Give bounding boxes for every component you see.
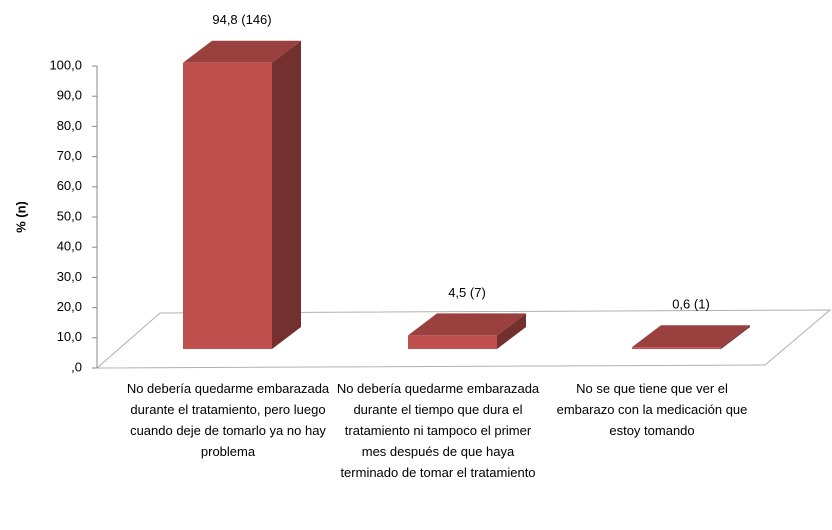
- y-tick-label: 20,0: [57, 299, 82, 314]
- bar-front: [408, 335, 497, 349]
- y-tick-label: 40,0: [57, 239, 82, 254]
- value-label: 0,6 (1): [672, 297, 710, 312]
- y-tick-label: 70,0: [57, 148, 82, 163]
- y-tick-label: 90,0: [57, 88, 82, 103]
- bar-top: [632, 325, 750, 348]
- y-tick-label: 10,0: [57, 329, 82, 344]
- x-tick-label: No debería quedarme embarazada durante e…: [126, 381, 330, 459]
- bar-front: [632, 347, 721, 349]
- bar: [408, 313, 526, 349]
- bar-side: [497, 313, 526, 349]
- bar-side: [721, 325, 750, 349]
- y-tick-label: 80,0: [57, 118, 82, 133]
- y-tick-label: 60,0: [57, 178, 82, 193]
- value-label: 4,5 (7): [448, 285, 486, 300]
- y-tick-label: ,0: [71, 359, 82, 374]
- y-tick-label: 30,0: [57, 269, 82, 284]
- bar: [632, 325, 750, 349]
- bar-top: [183, 40, 301, 63]
- bar-top: [408, 313, 526, 336]
- x-tick-label: No debería quedarme embarazada durante e…: [336, 381, 540, 480]
- bar-side: [272, 40, 301, 349]
- y-tick-label: 50,0: [57, 208, 82, 223]
- value-label: 94,8 (146): [212, 12, 271, 27]
- bar-front: [183, 62, 272, 349]
- bar: [183, 40, 301, 349]
- y-axis-label: % (n): [13, 201, 28, 233]
- y-tick-label: 100,0: [49, 57, 82, 72]
- x-tick-label: No se que tiene que ver el embarazo con …: [556, 381, 748, 438]
- floor: [95, 309, 832, 369]
